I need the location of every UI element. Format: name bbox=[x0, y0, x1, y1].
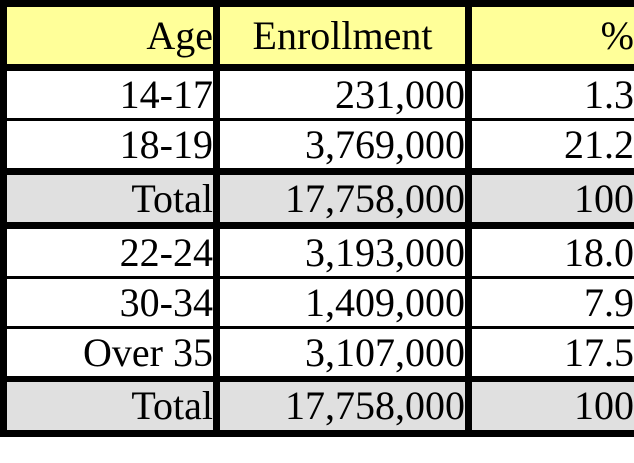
age-cell: Over 35 bbox=[0, 326, 220, 381]
total-row: Total 17,758,000 100 bbox=[0, 376, 634, 435]
percent-cell: 17.5 bbox=[465, 326, 634, 381]
age-cell: 22-24 bbox=[0, 222, 220, 279]
enrollment-cell: 3,193,000 bbox=[213, 222, 472, 279]
percent-cell: 100 bbox=[465, 168, 634, 227]
enrollment-cell: 3,107,000 bbox=[213, 326, 472, 381]
header-row: Age Enrollment % bbox=[0, 2, 634, 71]
percent-cell: 18.0 bbox=[465, 222, 634, 279]
percent-cell: 100 bbox=[465, 376, 634, 435]
enrollment-cell: 231,000 bbox=[213, 64, 472, 121]
age-cell: 14-17 bbox=[0, 64, 220, 121]
enrollment-cell: 3,769,000 bbox=[213, 118, 472, 173]
column-header-enrollment: Enrollment bbox=[213, 2, 472, 71]
total-row: Total 17,758,000 100 bbox=[0, 168, 634, 227]
table-row: 14-17 231,000 1.3 bbox=[0, 64, 634, 121]
column-header-percent: % bbox=[465, 2, 634, 71]
enrollment-cell: 1,409,000 bbox=[213, 276, 472, 329]
age-cell: 30-34 bbox=[0, 276, 220, 329]
percent-cell: 7.9 bbox=[465, 276, 634, 329]
table-row: 22-24 3,193,000 18.0 bbox=[0, 222, 634, 279]
enrollment-cell: 17,758,000 bbox=[213, 168, 472, 227]
column-header-age: Age bbox=[0, 2, 220, 71]
age-cell: Total bbox=[0, 376, 220, 435]
table-row: 30-34 1,409,000 7.9 bbox=[0, 276, 634, 329]
age-cell: Total bbox=[0, 168, 220, 227]
enrollment-cell: 17,758,000 bbox=[213, 376, 472, 435]
table-row: Over 35 3,107,000 17.5 bbox=[0, 326, 634, 381]
percent-cell: 21.2 bbox=[465, 118, 634, 173]
table-row: 18-19 3,769,000 21.2 bbox=[0, 118, 634, 173]
percent-cell: 1.3 bbox=[465, 64, 634, 121]
age-cell: 18-19 bbox=[0, 118, 220, 173]
enrollment-table: Age Enrollment % 14-17 231,000 1.3 18-19… bbox=[0, 0, 634, 437]
